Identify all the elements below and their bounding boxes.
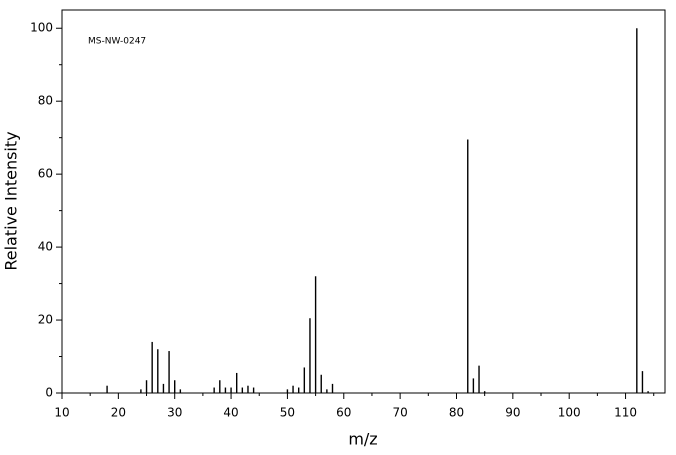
annotation: MS-NW-0247 xyxy=(88,37,146,47)
x-tick-label: 90 xyxy=(505,406,520,420)
plot-frame xyxy=(61,9,666,394)
x-tick-label: 30 xyxy=(167,406,182,420)
y-tick-label: 100 xyxy=(30,21,53,35)
x-tick-label: 100 xyxy=(558,406,581,420)
x-tick-label: 110 xyxy=(614,406,637,420)
y-tick-label: 60 xyxy=(38,167,53,181)
x-tick-label: 80 xyxy=(449,406,464,420)
y-tick-label: 20 xyxy=(38,313,53,327)
x-tick-label: 40 xyxy=(223,406,238,420)
x-tick-label: 50 xyxy=(280,406,295,420)
x-tick-label: 20 xyxy=(111,406,126,420)
y-tick-label: 0 xyxy=(45,386,53,400)
x-axis-label: m/z xyxy=(348,430,377,449)
y-tick-label: 80 xyxy=(38,94,53,108)
y-tick-label: 40 xyxy=(38,240,53,254)
x-tick-label: 70 xyxy=(392,406,407,420)
y-axis-label: Relative Intensity xyxy=(2,131,21,270)
x-tick-label: 10 xyxy=(54,406,69,420)
x-tick-label: 60 xyxy=(336,406,351,420)
